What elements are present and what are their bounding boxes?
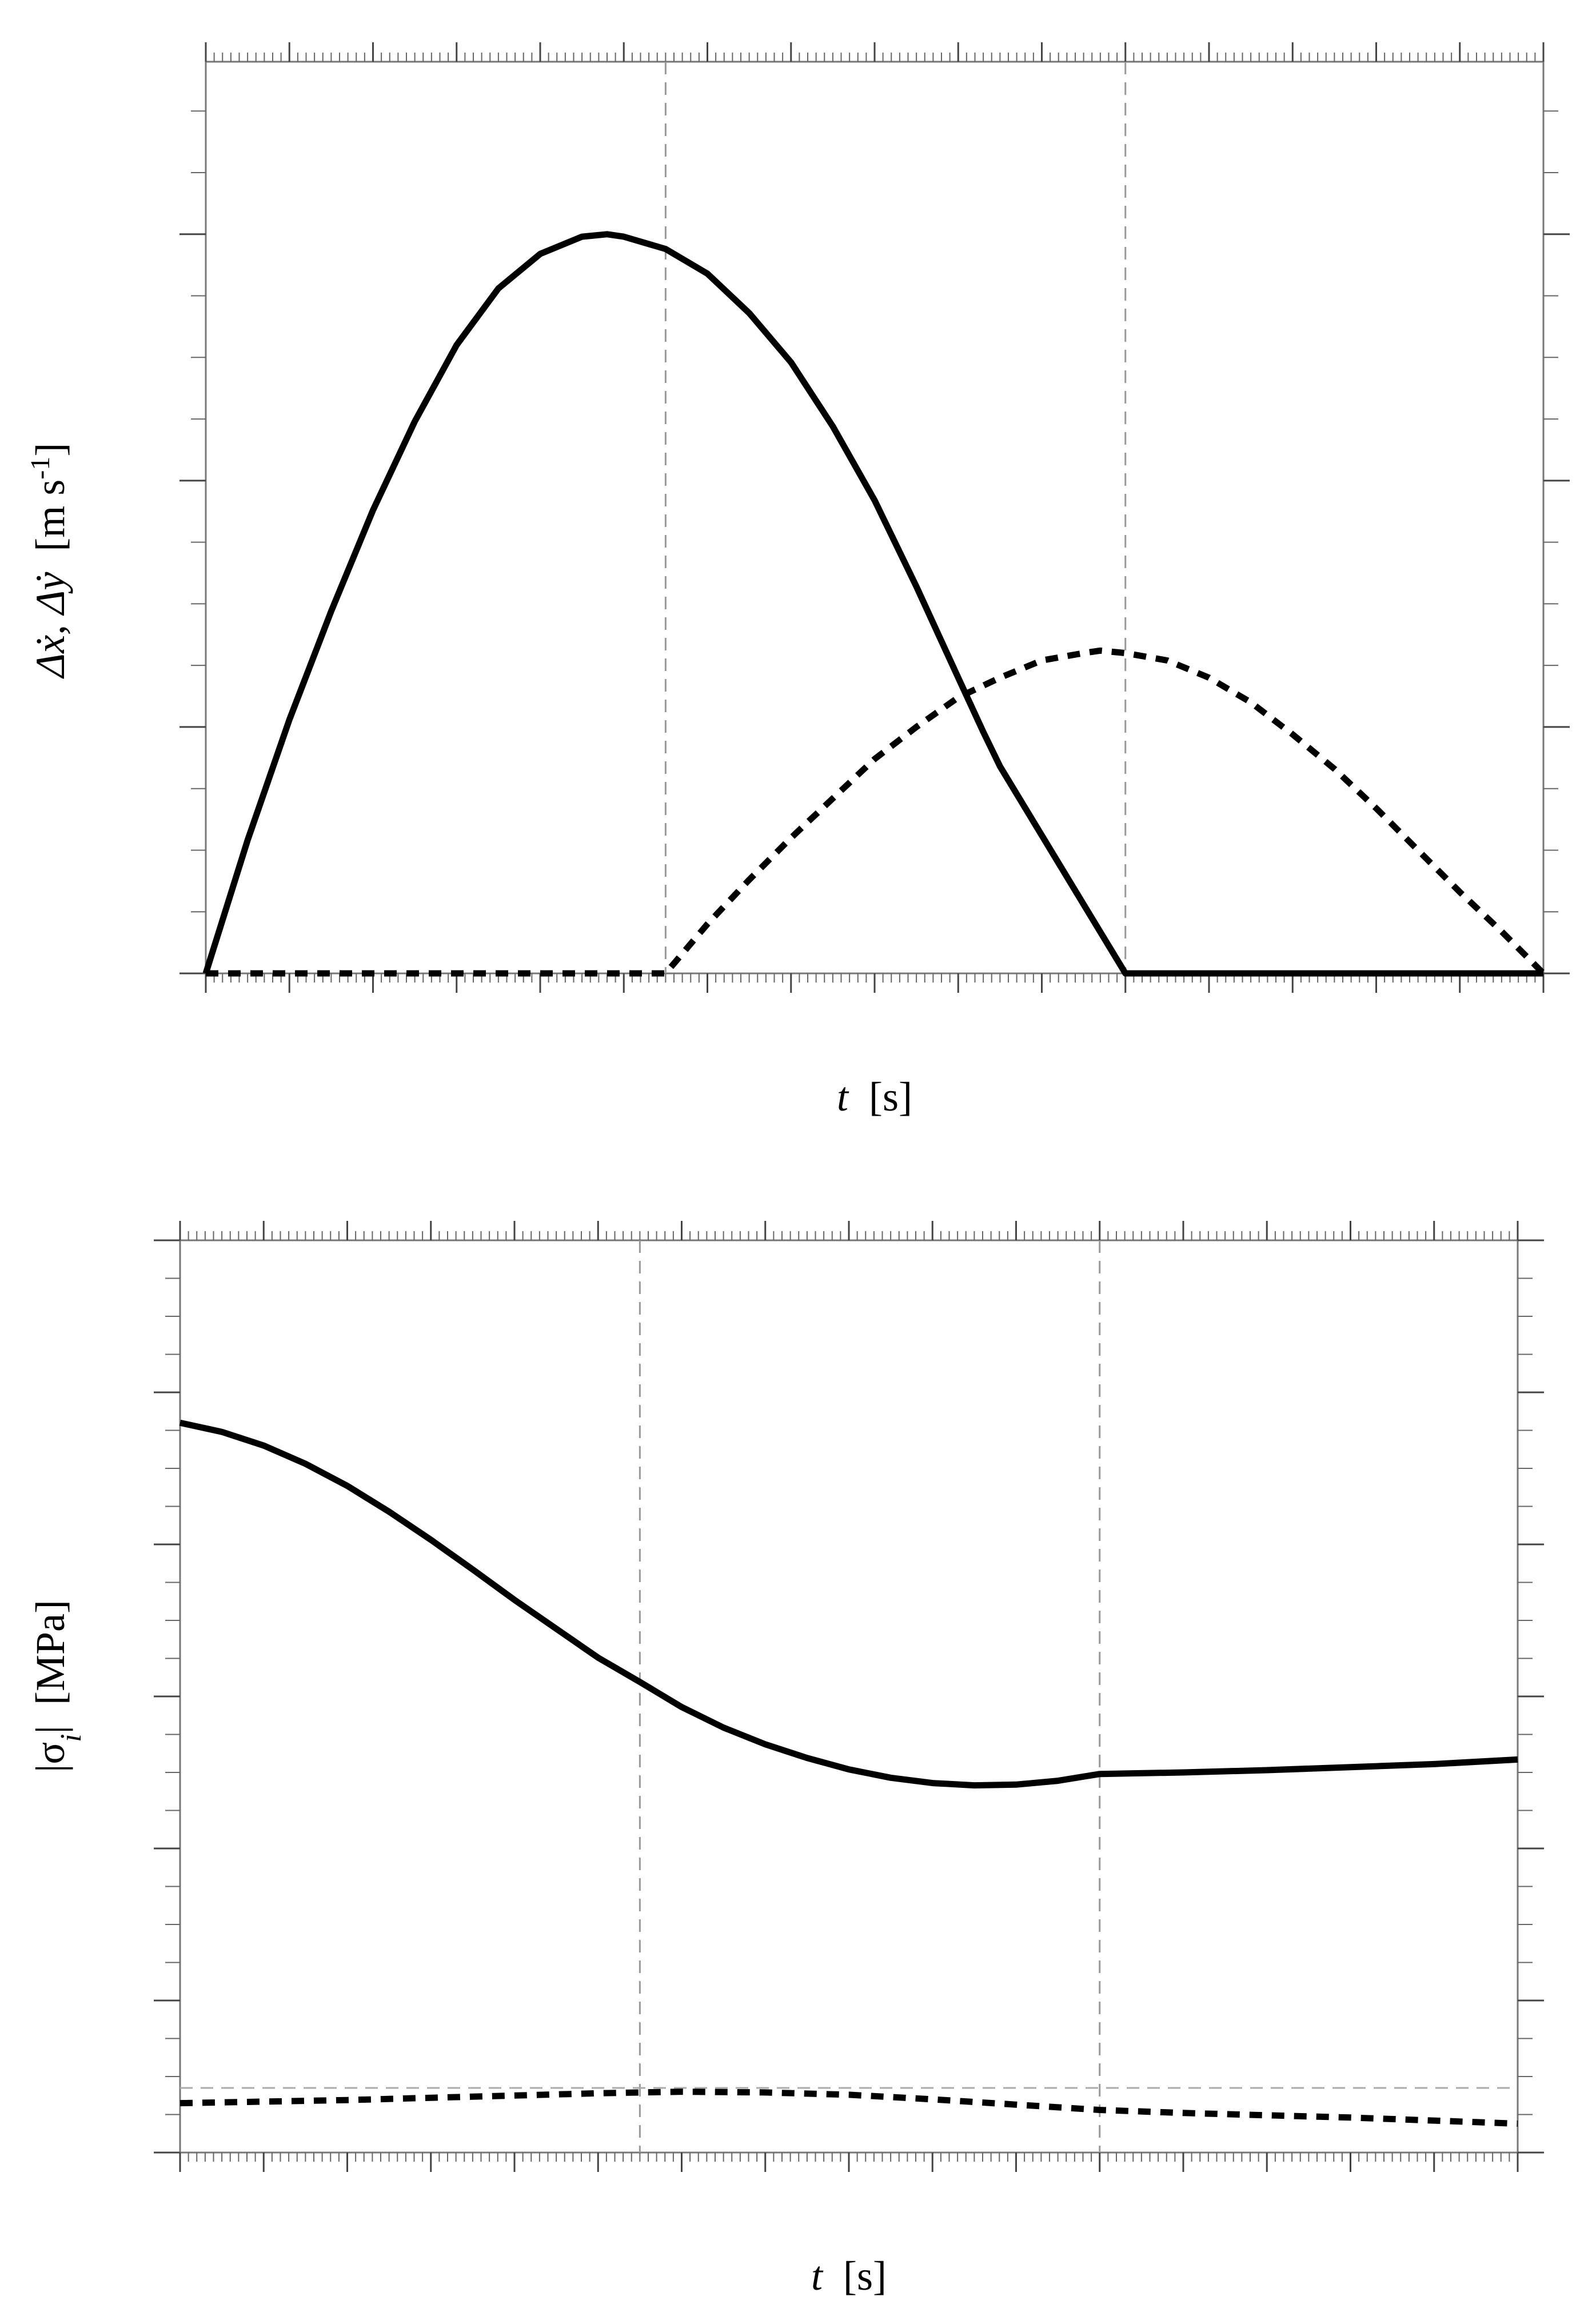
x-axis-var: t: [837, 1074, 849, 1120]
y-axis-unit: [MPa]: [27, 1600, 73, 1705]
x-axis-label: t [s]: [811, 2253, 887, 2299]
y-axis-subscript: i: [55, 1734, 87, 1742]
y-axis-unit: [m s: [27, 480, 73, 552]
series-line-solid: [179, 1419, 1518, 1789]
y-axis-symbol: Δẋ, Δẏ: [27, 572, 73, 679]
y-axis-symbol: |σ: [27, 1742, 73, 1772]
x-axis-unit: [s]: [843, 2253, 887, 2299]
series-line-dashed: [179, 2089, 1518, 2127]
x-axis-unit: [s]: [869, 1074, 912, 1120]
y-axis-label: |σi| [MPa]: [27, 1600, 87, 1772]
y-axis-close: |: [27, 1726, 73, 1734]
panel-b-stress-chart: t [s] |σi| [MPa]: [27, 1221, 1544, 2299]
y-axis-unit-superscript: -1: [25, 457, 55, 480]
series-line-dashed: [206, 647, 1546, 977]
y-axis-label: Δẋ, Δẏ [m s-1]: [25, 443, 74, 679]
series-line-solid: [202, 231, 1543, 977]
panel-a-velocity-chart: t [s] Δẋ, Δẏ [m s-1]: [25, 42, 1570, 1120]
x-axis-label: t [s]: [837, 1074, 912, 1120]
x-axis-var: t: [811, 2253, 824, 2299]
y-axis-unit-close: ]: [27, 443, 73, 457]
